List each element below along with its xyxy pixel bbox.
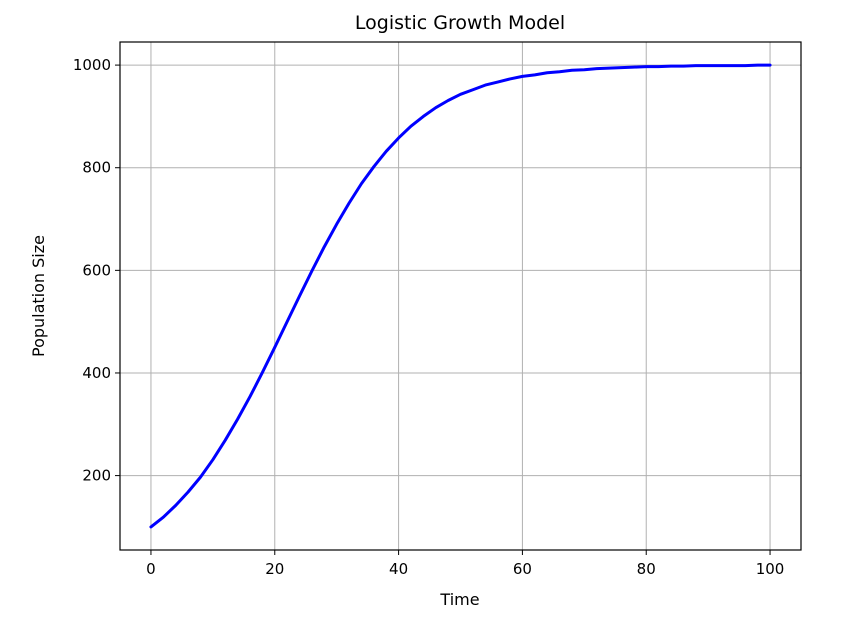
x-tick-label: 80 (637, 560, 656, 578)
y-tick-label: 600 (82, 261, 111, 279)
series-line (149, 63, 772, 529)
y-axis-title: Population Size (29, 235, 48, 357)
y-tick-label: 400 (82, 364, 111, 382)
x-tick-label: 100 (756, 560, 785, 578)
x-tick-label: 20 (265, 560, 284, 578)
axis-ticks: 0 20 40 60 80 100 200 400 600 800 1000 (73, 56, 785, 578)
y-tick-label: 800 (82, 159, 111, 177)
x-tick-label: 0 (146, 560, 156, 578)
y-tick-label: 200 (82, 467, 111, 485)
series-lines (149, 63, 772, 529)
x-tick-label: 40 (389, 560, 408, 578)
chart-title: Logistic Growth Model (355, 12, 565, 34)
x-tick-label: 60 (513, 560, 532, 578)
plot-area-frame (119, 41, 802, 551)
x-axis-title: Time (439, 590, 479, 609)
grid (120, 42, 801, 550)
y-tick-label: 1000 (73, 56, 111, 74)
